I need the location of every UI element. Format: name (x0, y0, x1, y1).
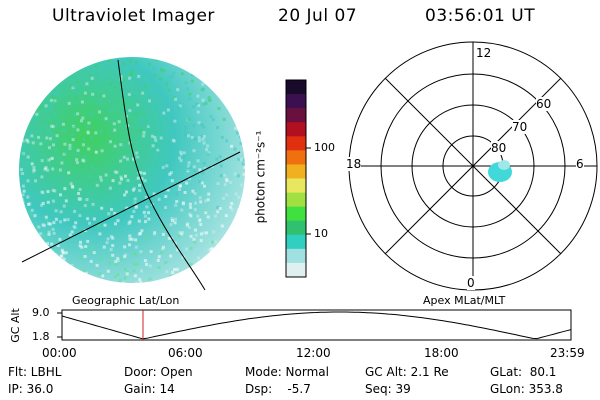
colorbar-tick-10: 10 (314, 227, 328, 240)
gain-info: Gain: 14 (124, 382, 175, 396)
xtick-0600: 06:00 (168, 346, 203, 360)
mlt-label-0: 0 (467, 276, 475, 290)
lat-label-80: 80 (491, 141, 507, 155)
mlt-label-6: 6 (576, 157, 584, 171)
altitude-curve (61, 311, 572, 340)
gc-alt-info: GC Alt: 2.1 Re (365, 365, 449, 379)
instrument-title: Ultraviolet Imager (52, 6, 215, 26)
alt-tick-1-8: 1.8 (32, 330, 50, 343)
lat-label-70: 70 (512, 120, 528, 134)
glon-info: GLon: 353.8 (490, 382, 563, 396)
xtick-0000: 00:00 (42, 346, 77, 360)
mode-info: Mode: Normal (245, 365, 329, 379)
alt-ylabel: GC Alt (8, 308, 22, 343)
colorbar-tick-100: 100 (314, 141, 335, 154)
dsp-info: Dsp: -5.7 (245, 382, 311, 396)
xtick-2359: 23:59 (550, 346, 585, 360)
meridian-line (117, 59, 206, 291)
door-info: Door: Open (124, 365, 193, 379)
geographic-label: Geographic Lat/Lon (72, 294, 180, 307)
alt-tick-9: 9.0 (32, 306, 50, 319)
mlt-label-18: 18 (346, 157, 362, 171)
mlt-label-12: 12 (476, 46, 492, 60)
glat-info: GLat: 80.1 (490, 365, 557, 379)
xtick-1800: 18:00 (424, 346, 459, 360)
filter-info: Flt: LBHL (8, 365, 62, 379)
apex-label: Apex MLat/MLT (423, 294, 506, 307)
xtick-1200: 12:00 (296, 346, 331, 360)
date-label: 20 Jul 07 (278, 6, 358, 26)
lat-label-60: 60 (536, 97, 552, 111)
ip-info: IP: 36.0 (8, 382, 54, 396)
time-label: 03:56:01 UT (425, 6, 536, 26)
latitude-line (21, 151, 241, 263)
colorbar-gradient (286, 80, 306, 278)
seq-info: Seq: 39 (365, 382, 411, 396)
